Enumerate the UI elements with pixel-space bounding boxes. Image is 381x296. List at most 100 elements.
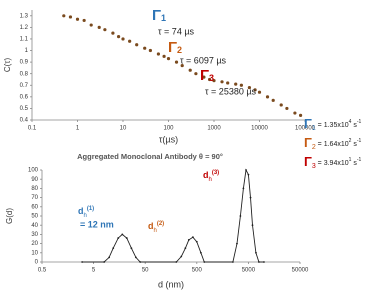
- data-point: [255, 251, 257, 254]
- annotation-subscript: 3: [209, 73, 214, 83]
- data-point: [139, 261, 142, 263]
- data-point: [247, 85, 252, 90]
- data-point: [249, 196, 252, 199]
- data-point: [251, 224, 254, 227]
- x-tick-label: 50000: [292, 268, 309, 274]
- rate-exponent: 2: [349, 138, 352, 144]
- data-point: [111, 31, 115, 35]
- rate-value: = 3.94x10: [316, 160, 349, 167]
- data-point: [263, 261, 265, 263]
- y-axis-title: G(d): [5, 208, 14, 224]
- data-point: [203, 261, 206, 263]
- rate-value: = 1.64x10: [316, 141, 349, 148]
- x-tick-label: 1: [76, 126, 80, 132]
- data-point: [271, 98, 275, 102]
- rate-value: = 1.35x10: [316, 122, 349, 129]
- annotation: dh(3): [203, 170, 219, 183]
- data-point: [103, 28, 107, 32]
- annotation-subscript: h: [209, 177, 212, 183]
- annotation: dh(2): [148, 221, 164, 234]
- data-point: [112, 247, 115, 250]
- y-tick-label: 80: [31, 186, 38, 192]
- y-tick-label: 40: [31, 223, 38, 229]
- data-point: [239, 215, 242, 217]
- rate-symbol: Γ: [304, 116, 312, 131]
- y-tick-label: 0: [35, 260, 39, 266]
- annotation: Γ3 = 3.94x101 s-1: [304, 154, 362, 169]
- annotation-text: τ = 74 µs: [158, 26, 195, 36]
- data-point: [135, 43, 139, 47]
- data-point: [226, 81, 230, 85]
- data-line: [82, 168, 264, 263]
- data-point: [207, 77, 212, 82]
- data-point: [265, 95, 270, 99]
- data-point: [212, 79, 216, 83]
- rate-unit-exponent: -1: [357, 157, 362, 163]
- data-point: [188, 68, 192, 72]
- annotation-symbol: Γ: [200, 67, 209, 84]
- annotation-superscript: (1): [87, 206, 94, 212]
- x-tick-label: 10000: [251, 126, 268, 132]
- data-point: [239, 83, 243, 87]
- data-point: [108, 256, 111, 259]
- x-tick-label: 0.5: [38, 268, 47, 274]
- data-point: [180, 63, 184, 68]
- data-point: [184, 247, 187, 250]
- y-tick-label: 0.8: [20, 71, 29, 77]
- data-point: [242, 187, 245, 190]
- data-point: [174, 60, 179, 64]
- annotation: Γ3: [200, 67, 214, 84]
- y-tick-label: 1.3: [20, 13, 29, 19]
- data-point: [202, 75, 206, 79]
- rate-symbol: Γ: [304, 135, 312, 150]
- annotation-symbol: d: [148, 221, 154, 231]
- y-tick-label: 0.4: [20, 118, 29, 124]
- rate-subscript: 1: [312, 125, 316, 132]
- rate-subscript: 3: [312, 163, 316, 170]
- y-tick-label: 70: [31, 195, 38, 201]
- data-point: [143, 46, 147, 50]
- x-axis-title: τ(µs): [159, 134, 178, 144]
- data-point: [187, 239, 190, 241]
- rate-exponent: 1: [349, 157, 352, 163]
- data-point: [247, 173, 250, 176]
- data-point: [199, 251, 202, 254]
- data-point: [298, 113, 303, 117]
- data-point: [103, 261, 106, 263]
- data-point: [148, 48, 152, 53]
- annotation: Γ1 = 1.35x104 s-1: [304, 116, 362, 131]
- data-point: [130, 247, 133, 250]
- y-tick-label: 10: [31, 250, 38, 256]
- y-tick-label: 20: [31, 241, 38, 247]
- annotation-superscript: (3): [212, 170, 219, 176]
- annotation-subscript: h: [84, 213, 87, 219]
- data-point: [180, 255, 183, 258]
- y-tick-label: 0.6: [20, 94, 29, 100]
- data-point: [121, 233, 124, 236]
- x-tick-label: 0.1: [28, 126, 37, 132]
- y-tick-label: 60: [31, 204, 38, 210]
- data-point: [97, 25, 101, 29]
- data-point: [257, 90, 262, 94]
- x-axis-title: d (nm): [158, 279, 184, 289]
- rate-subscript: 2: [312, 144, 316, 151]
- annotation-text: τ = 6097 µs: [180, 55, 227, 65]
- y-tick-label: 0.5: [20, 106, 29, 112]
- chart-title: Aggregated Monoclonal Antibody θ = 90°: [77, 152, 223, 161]
- y-tick-label: 30: [31, 232, 38, 238]
- data-point: [134, 256, 137, 259]
- y-tick-label: 1.1: [20, 37, 29, 43]
- data-point: [117, 237, 120, 239]
- annotation-subscript: 1: [161, 13, 166, 23]
- annotation-symbol: d: [203, 170, 209, 180]
- data-point: [175, 261, 178, 263]
- data-point: [236, 242, 238, 245]
- data-point: [128, 39, 132, 43]
- data-point: [220, 80, 224, 84]
- data-point: [116, 35, 121, 39]
- rate-unit: s: [351, 160, 357, 167]
- rate-exponent: 4: [349, 119, 352, 125]
- data-point: [68, 15, 73, 19]
- data-point: [156, 52, 161, 56]
- x-tick-label: 5000: [242, 268, 256, 274]
